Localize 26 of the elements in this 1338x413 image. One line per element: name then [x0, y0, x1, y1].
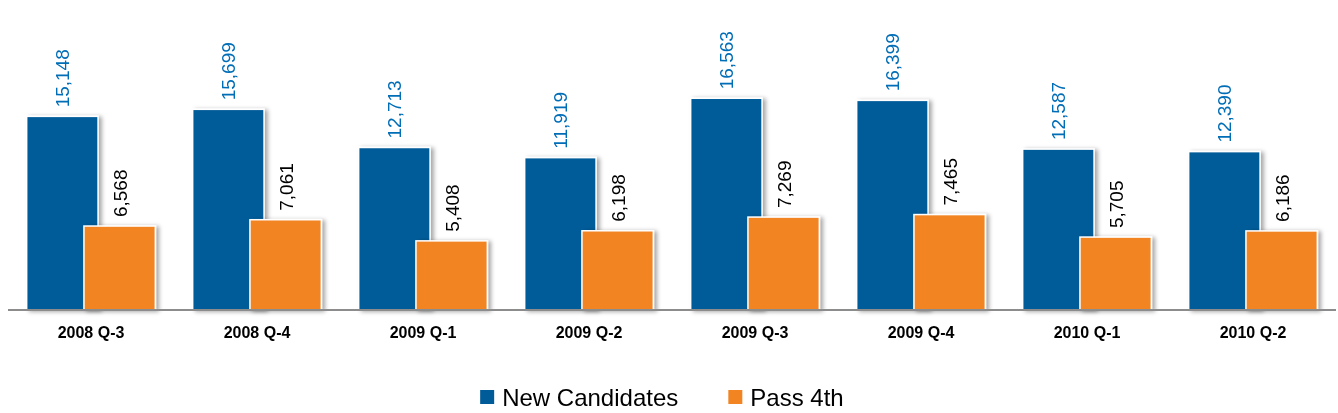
x-tick-label: 2010 Q-1	[1053, 324, 1121, 341]
data-label: 5,408	[441, 184, 463, 232]
x-tick-label: 2008 Q-4	[223, 324, 291, 341]
data-label: 12,713	[384, 80, 406, 139]
data-label: 12,390	[1214, 84, 1236, 143]
x-tick-label: 2009 Q-3	[721, 324, 789, 341]
data-label: 16,563	[716, 31, 738, 90]
legend-label: Pass 4th	[750, 384, 844, 411]
x-tick-label: 2009 Q-4	[887, 324, 955, 341]
data-label: 6,186	[1271, 174, 1293, 222]
x-tick-label: 2008 Q-3	[57, 324, 125, 341]
x-tick-label: 2009 Q-1	[389, 324, 457, 341]
x-tick-label: 2009 Q-2	[555, 324, 623, 341]
data-label: 12,587	[1048, 81, 1070, 141]
data-label: 6,568	[109, 169, 131, 218]
x-tick-label: 2010 Q-2	[1219, 324, 1287, 341]
data-label: 7,465	[939, 158, 961, 206]
data-label: 15,148	[52, 49, 74, 108]
data-label: 11,919	[550, 91, 572, 149]
legend-label: New Candidates	[502, 384, 679, 411]
data-label: 7,061	[275, 163, 297, 211]
data-label: 6,198	[607, 174, 629, 222]
data-label: 7,269	[773, 160, 795, 209]
data-label: 15,699	[218, 42, 240, 101]
data-label: 16,399	[882, 33, 904, 92]
data-label: 5,705	[1105, 180, 1127, 229]
